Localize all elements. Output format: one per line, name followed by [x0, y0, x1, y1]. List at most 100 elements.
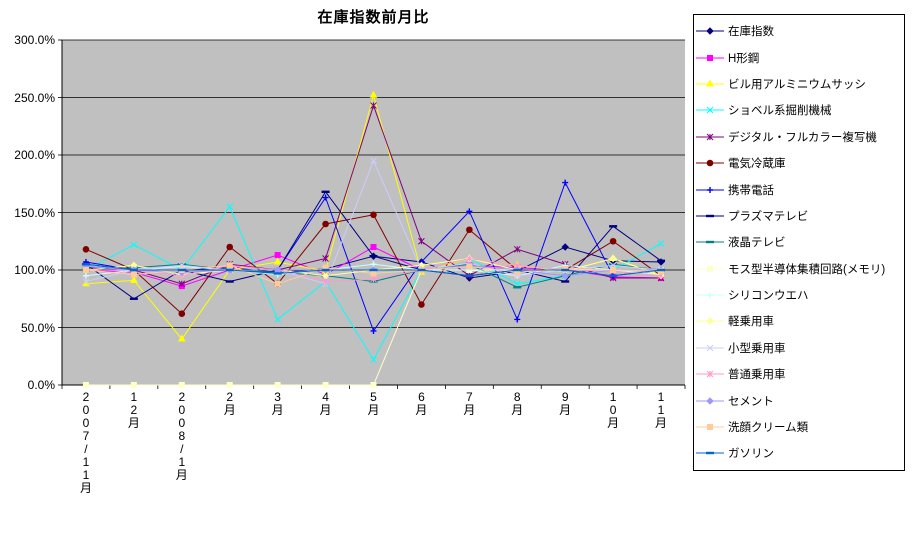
legend-key-icon	[696, 317, 724, 326]
y-axis-label: 0.0%	[27, 378, 55, 392]
marker-x	[370, 157, 377, 165]
legend-key-icon	[696, 133, 724, 141]
marker-asterisk	[322, 278, 329, 285]
marker-dash	[417, 268, 426, 272]
legend-item-1: H形鋼	[695, 44, 903, 70]
marker-dash	[609, 263, 618, 266]
marker-square	[130, 271, 137, 278]
y-axis-label: 200.0%	[14, 148, 55, 162]
marker-square	[707, 265, 713, 272]
legend-label: 普通乗用車	[728, 369, 786, 382]
legend-key-icon	[696, 186, 724, 193]
marker-x	[226, 203, 234, 211]
marker-dash	[225, 280, 234, 283]
marker-triangle	[177, 334, 186, 342]
marker-asterisk	[465, 255, 473, 262]
marker-dash	[513, 286, 522, 289]
legend-key-icon	[696, 370, 724, 378]
legend-label: 液晶テレビ	[728, 237, 786, 250]
legend-item-8: 液晶テレビ	[695, 229, 903, 255]
marker-dash	[609, 274, 618, 277]
y-axis-label: 300.0%	[14, 33, 55, 47]
marker-square	[178, 382, 185, 388]
x-axis-label: 2 0 0 7/1 1 月	[79, 390, 92, 495]
legend-item-6: 携帯電話	[695, 176, 903, 202]
legend-item-12: 小型乗用車	[695, 335, 903, 361]
legend-item-10: シリコンウエハ	[695, 282, 903, 308]
marker-square	[707, 424, 713, 431]
marker-dash	[561, 280, 570, 283]
marker-plus	[562, 179, 569, 186]
marker-asterisk	[418, 237, 425, 245]
legend-label: ビル用アルミニウムサッシ	[728, 78, 866, 91]
marker-asterisk	[370, 102, 377, 109]
marker-circle	[418, 301, 425, 308]
marker-plus	[707, 292, 713, 299]
marker-plus	[370, 261, 377, 268]
legend-label: 携帯電話	[728, 184, 774, 197]
marker-diamond	[609, 254, 617, 263]
marker-diamond	[561, 272, 569, 280]
y-axis-label: 150.0%	[14, 205, 55, 220]
marker-square	[466, 263, 473, 270]
marker-dash	[369, 268, 378, 272]
marker-triangle	[130, 275, 138, 283]
legend-label: プラズマテレビ	[728, 210, 809, 223]
marker-dash	[273, 272, 282, 275]
marker-triangle	[273, 257, 282, 265]
marker-square	[82, 382, 89, 388]
marker-square	[370, 382, 377, 388]
marker-circle	[466, 226, 473, 234]
marker-square	[322, 382, 329, 388]
marker-square	[274, 252, 281, 259]
legend-item-9: モス型半導体集積回路(メモリ)	[695, 256, 903, 282]
legend-label: 軽乗用車	[728, 316, 774, 329]
legend-item-13: 普通乗用車	[695, 361, 903, 387]
chart-title: 在庫指数前月比	[317, 9, 430, 26]
marker-triangle	[369, 90, 378, 98]
marker-asterisk	[513, 245, 521, 253]
marker-dash	[561, 268, 570, 272]
marker-square	[130, 382, 137, 388]
legend-key-icon	[696, 79, 724, 87]
marker-x	[706, 107, 714, 114]
legend-key-icon	[696, 54, 724, 61]
legend-label: 在庫指数	[728, 26, 774, 39]
marker-dash	[81, 263, 90, 266]
marker-dash	[321, 190, 330, 193]
legend-key-icon	[696, 292, 724, 299]
marker-square	[226, 382, 233, 388]
legend-item-7: プラズマテレビ	[695, 203, 903, 229]
marker-dash	[225, 268, 234, 272]
marker-asterisk	[370, 275, 377, 283]
legend-label: ガソリン	[728, 448, 774, 461]
marker-x	[657, 240, 665, 247]
marker-circle	[226, 243, 234, 251]
legend-label: モス型半導体集積回路(メモリ)	[728, 263, 886, 276]
marker-asterisk	[706, 370, 714, 378]
marker-dash	[177, 268, 186, 272]
series-markers-16	[81, 263, 666, 277]
marker-plus	[370, 327, 377, 334]
marker-dash	[706, 241, 714, 244]
marker-circle	[370, 211, 377, 219]
marker-dash	[609, 225, 618, 228]
marker-circle	[322, 220, 329, 228]
marker-asterisk	[178, 280, 186, 288]
y-axis-label: 100.0%	[14, 263, 55, 277]
marker-square	[707, 54, 713, 61]
marker-dash	[321, 268, 330, 272]
marker-dash	[513, 268, 522, 272]
legend-label: シリコンウエハ	[728, 290, 809, 303]
legend-key-icon	[696, 214, 724, 218]
legend-key-icon	[696, 344, 724, 352]
marker-dash	[129, 297, 138, 300]
marker-dash	[465, 274, 474, 277]
